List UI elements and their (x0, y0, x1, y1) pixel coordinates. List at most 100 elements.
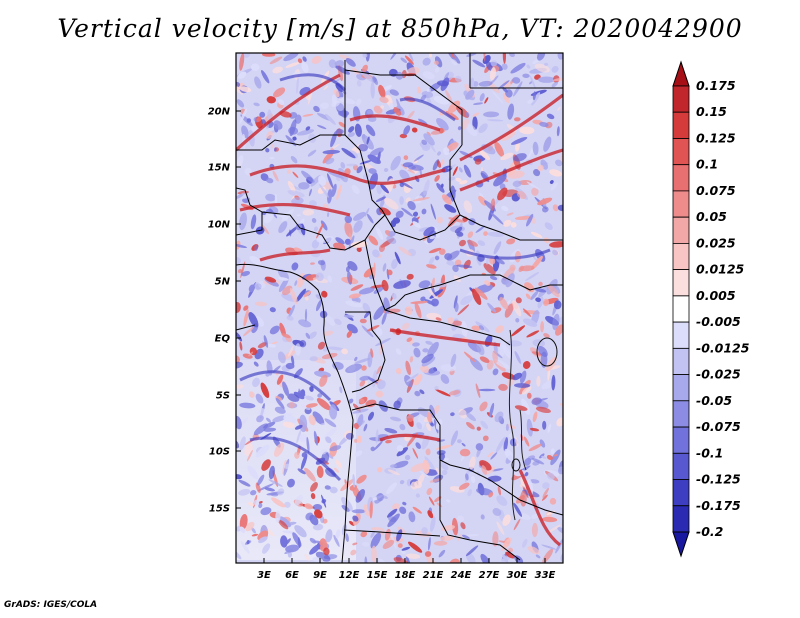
field-cell (375, 328, 383, 336)
field-cell (295, 288, 307, 303)
field-cell (535, 554, 541, 559)
field-cell (551, 66, 559, 73)
field-cell (421, 139, 428, 145)
field-cell (513, 518, 521, 531)
field-cell (296, 76, 299, 94)
field-cell (248, 501, 254, 507)
field-cell (396, 445, 404, 452)
field-cell (361, 541, 370, 547)
field-cell (387, 513, 400, 528)
field-cell (471, 288, 482, 306)
field-cell (419, 389, 425, 395)
field-cell (460, 295, 473, 306)
field-cell (370, 284, 385, 289)
field-cell (348, 274, 353, 283)
field-cell (253, 423, 268, 436)
field-cell (348, 232, 353, 240)
colorbar-segment (672, 505, 690, 533)
field-cell (446, 142, 459, 152)
field-cell (365, 53, 370, 62)
field-cell (375, 196, 386, 203)
field-cell (386, 482, 397, 495)
field-cell (487, 302, 497, 313)
field-cell (236, 83, 244, 95)
field-cell (284, 501, 291, 508)
field-cell (414, 390, 421, 397)
field-cell (538, 346, 548, 357)
field-cell (487, 119, 504, 122)
field-cell (505, 551, 515, 559)
field-cell (266, 417, 271, 423)
field-cell (270, 144, 274, 148)
field-cell (308, 331, 317, 339)
field-cell (480, 553, 490, 563)
field-cell (511, 325, 526, 337)
field-cell (354, 438, 358, 443)
field-cell (354, 423, 359, 430)
field-cell (426, 554, 437, 563)
field-cell (265, 148, 270, 153)
field-cell (484, 280, 491, 286)
field-cell (424, 456, 435, 471)
field-cell (518, 265, 524, 272)
colorbar-label: -0.2 (696, 524, 723, 539)
field-cell (399, 480, 405, 485)
field-cell (535, 248, 546, 262)
field-cell (434, 67, 440, 73)
field-cell (246, 540, 250, 545)
field-cell (410, 463, 427, 473)
field-cell (331, 183, 337, 198)
field-cell (273, 87, 286, 98)
field-cell (454, 259, 462, 266)
field-cell (386, 269, 393, 276)
field-cell (475, 225, 486, 233)
field-cell (241, 270, 251, 277)
field-cell (304, 467, 316, 482)
field-cell (395, 348, 402, 355)
field-cell (386, 508, 398, 518)
field-cell (546, 113, 555, 120)
field-cell (348, 520, 355, 526)
field-cell (268, 465, 275, 480)
field-cell (389, 102, 394, 110)
field-cell (531, 397, 542, 405)
field-cell (353, 220, 363, 233)
lat-tick-label: 5N (215, 277, 231, 288)
field-cell (483, 263, 496, 275)
field-cell (310, 262, 315, 265)
field-cell (502, 53, 507, 64)
field-cell (476, 487, 493, 496)
field-cell (358, 398, 365, 404)
field-cell (304, 296, 309, 301)
field-cell (329, 404, 338, 420)
field-cell (297, 468, 306, 475)
field-cell (387, 469, 400, 476)
field-cell (301, 62, 309, 73)
field-cell (350, 284, 364, 291)
field-cell (321, 352, 338, 360)
field-cell (310, 493, 316, 500)
lon-tick-label: 3E (257, 570, 271, 581)
field-cell (373, 105, 383, 114)
field-cell (457, 304, 470, 316)
field-cell (495, 258, 505, 265)
field-cell (251, 125, 258, 132)
field-cell (450, 353, 457, 367)
field-cell (248, 391, 255, 398)
colorbar-top-arrow (672, 60, 690, 87)
field-cell (526, 330, 540, 338)
field-cell (296, 129, 315, 136)
colorbar-segment (672, 295, 690, 323)
field-cell (349, 484, 358, 491)
lat-tick-label: 10N (208, 220, 231, 231)
field-cell (441, 469, 448, 476)
field-cell (463, 351, 476, 363)
field-cell (254, 282, 261, 291)
field-cell (531, 457, 545, 465)
field-cell (390, 155, 401, 171)
field-cell (300, 218, 305, 224)
field-cell (529, 75, 536, 89)
field-cell (542, 516, 558, 523)
field-cell (476, 343, 485, 356)
longitude-axis: 3E 6E 9E 12E 15E 18E 21E 24E 27E 30E 33E (257, 558, 556, 581)
